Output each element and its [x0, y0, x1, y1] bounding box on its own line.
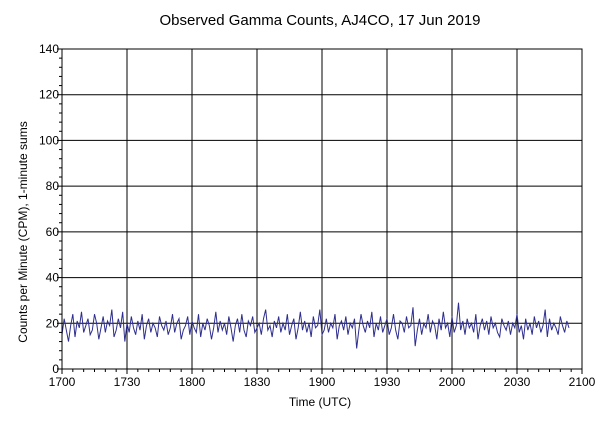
y-tick-label: 140: [39, 42, 59, 56]
y-tick-label: 60: [46, 225, 60, 239]
axes: 1700 1730 1800 1830 1900 1930 2000 2030 2100 0 20 4…: [39, 42, 596, 389]
x-tick-label: 2100: [569, 375, 596, 389]
x-tick-label: 2030: [504, 375, 531, 389]
x-tick-label: 1900: [309, 375, 336, 389]
y-tick-label: 80: [46, 179, 60, 193]
data-series-line: [61, 302, 570, 349]
y-tick-label: 120: [39, 88, 59, 102]
x-tick-label: 1830: [244, 375, 271, 389]
y-tick-label: 40: [46, 271, 60, 285]
grid: [61, 48, 583, 370]
x-axis-label: Time (UTC): [289, 395, 351, 409]
y-tick-label: 0: [52, 362, 59, 376]
x-tick-label: 1800: [179, 375, 206, 389]
y-axis-label: Counts per Minute (CPM), 1-minute sums: [16, 121, 30, 342]
y-tick-label: 20: [46, 316, 60, 330]
x-tick-label: 1730: [114, 375, 141, 389]
x-tick-label: 1930: [374, 375, 401, 389]
y-tick-label: 100: [39, 133, 59, 147]
plot-area: [61, 302, 570, 349]
x-tick-label: 2000: [439, 375, 466, 389]
x-tick-label: 1700: [49, 375, 76, 389]
chart-title: Observed Gamma Counts, AJ4CO, 17 Jun 201…: [160, 12, 481, 29]
